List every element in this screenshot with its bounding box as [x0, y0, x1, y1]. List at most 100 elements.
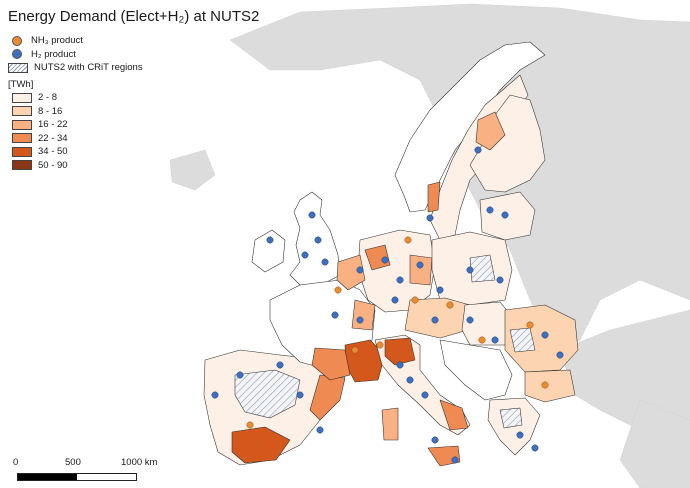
nh3-point	[376, 341, 384, 349]
legend-nh3: NH₃ product	[8, 34, 143, 48]
class-swatch-icon	[12, 160, 32, 171]
region-finland-se	[475, 111, 506, 151]
scale-fill	[18, 474, 77, 480]
legend-hatch: NUTS2 with CRiT regions	[8, 61, 143, 75]
map-title: Energy Demand (Elect+H₂) at NUTS2	[8, 8, 260, 25]
h2-point	[276, 361, 284, 369]
nh3-point	[478, 336, 486, 344]
nh3-point	[446, 301, 454, 309]
h2-point	[531, 444, 539, 452]
region-italy-south	[439, 399, 469, 431]
legend-class-label: 22 - 34	[38, 132, 68, 144]
region-iberia-s	[231, 426, 291, 464]
class-swatch-icon	[12, 133, 32, 144]
class-swatch-icon	[12, 146, 32, 157]
region-iberia-center	[234, 369, 301, 419]
legend-class-label: 50 - 90	[38, 159, 68, 171]
h2-point	[396, 361, 404, 369]
h2-point	[431, 436, 439, 444]
region-benelux	[336, 254, 366, 291]
legend-class-row: 16 - 22	[8, 118, 143, 132]
h2-point	[301, 251, 309, 259]
legend-hatch-label: NUTS2 with CRiT regions	[34, 62, 143, 74]
legend-class-row: 50 - 90	[8, 159, 143, 173]
h2-point	[486, 206, 494, 214]
h2-point	[406, 376, 414, 384]
nh3-point	[404, 236, 412, 244]
h2-point	[556, 351, 564, 359]
legend-class-label: 8 - 16	[38, 105, 63, 117]
h2-point	[391, 296, 399, 304]
h2-point	[421, 391, 429, 399]
h2-point	[496, 276, 504, 284]
legend-h2-label: H₂ product	[31, 48, 76, 60]
h2-points	[211, 146, 564, 464]
h2-point	[356, 266, 364, 274]
scale-track	[17, 473, 137, 481]
region-germany-nw	[364, 244, 391, 271]
nh3-points	[246, 236, 549, 429]
h2-point	[211, 391, 219, 399]
region-bulgaria	[524, 369, 576, 403]
hatch-swatch-icon	[8, 62, 28, 73]
legend-h2: H₂ product	[8, 48, 143, 62]
h2-point	[501, 211, 509, 219]
scale-label-1000: 1000 km	[121, 457, 158, 468]
nh3-point	[411, 296, 419, 304]
h2-point	[451, 456, 459, 464]
region-germany-e	[409, 254, 433, 286]
h2-point	[331, 311, 339, 319]
region-sweden-s	[427, 181, 441, 213]
h2-point	[416, 261, 424, 269]
region-ireland	[251, 229, 286, 273]
legend-nh3-label: NH₃ product	[31, 35, 83, 47]
h2-point	[266, 236, 274, 244]
legend-class-label: 16 - 22	[38, 119, 68, 131]
nh3-point	[351, 346, 359, 354]
scale-bar: 0 500 1000 km	[13, 457, 273, 487]
nh3-point	[246, 421, 254, 429]
region-france-s	[311, 347, 351, 381]
h2-point	[396, 276, 404, 284]
h2-point	[356, 316, 364, 324]
h2-point	[466, 266, 474, 274]
nh3-point	[541, 381, 549, 389]
h2-point	[431, 316, 439, 324]
h2-point	[474, 146, 482, 154]
h2-point	[466, 316, 474, 324]
legend-class-label: 2 - 8	[38, 92, 58, 104]
class-swatch-icon	[12, 92, 32, 103]
class-swatch-icon	[12, 119, 32, 130]
h2-point	[321, 258, 329, 266]
region-sardinia	[381, 407, 399, 441]
h2-point	[516, 431, 524, 439]
h2-point	[308, 211, 316, 219]
h2-point	[236, 371, 244, 379]
h2-point	[316, 426, 324, 434]
h2-point	[381, 256, 389, 264]
legend-class-row: 8 - 16	[8, 105, 143, 119]
legend-class-row: 34 - 50	[8, 145, 143, 159]
nh3-point	[526, 321, 534, 329]
h2-point	[541, 331, 549, 339]
h2-point	[436, 286, 444, 294]
region-france-e	[351, 299, 376, 331]
nh3-point	[334, 286, 342, 294]
h2-point	[491, 336, 499, 344]
scale-label-0: 0	[13, 457, 19, 468]
class-swatch-icon	[12, 106, 32, 117]
region-italy-north	[384, 337, 416, 366]
h2-point	[314, 236, 322, 244]
legend-class-row: 2 - 8	[8, 91, 143, 105]
h2-dot-icon	[12, 49, 22, 60]
region-romania-center	[509, 327, 536, 353]
non-eu-land	[169, 3, 690, 488]
legend-unit: [TWh]	[8, 78, 34, 90]
legend-class-label: 34 - 50	[38, 146, 68, 158]
region-greece-hatch	[499, 407, 523, 429]
region-balkans	[439, 339, 513, 401]
nh3-dot-icon	[12, 35, 22, 46]
